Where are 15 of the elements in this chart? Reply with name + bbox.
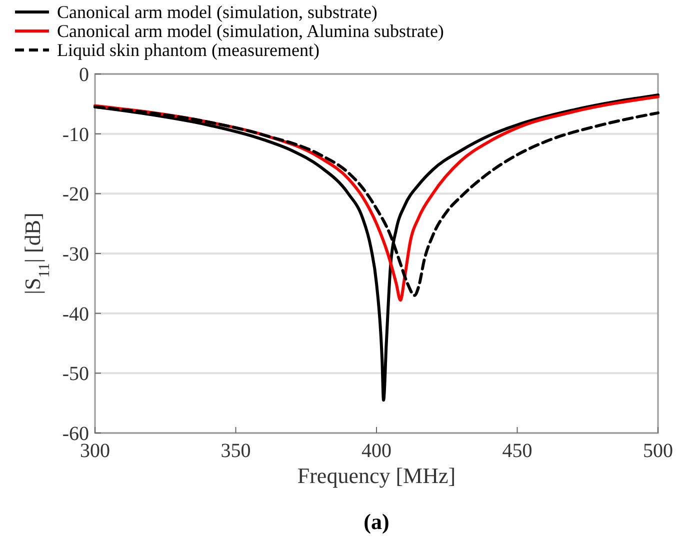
x-tick-label: 350: [220, 440, 251, 462]
y-tick-label: 0: [79, 64, 89, 86]
y-tick-label: -40: [62, 303, 89, 326]
x-axis-title: Frequency [MHz]: [297, 463, 456, 488]
x-tick-label: 500: [643, 440, 673, 462]
y-tick-label: -50: [62, 363, 89, 386]
legend-label: Canonical arm model (simulation, Alumina substrate): [57, 21, 444, 41]
legend-label: Canonical arm model (simulation, substrate): [57, 2, 378, 22]
y-tick-label: -10: [62, 124, 89, 146]
text: (a): [364, 509, 390, 534]
legend-label: Liquid skin phantom (measurement): [57, 40, 320, 60]
y-tick-label: -20: [62, 184, 89, 206]
x-tick-label: 400: [362, 440, 392, 462]
x-tick-label: 450: [502, 440, 532, 462]
y-tick-label: -30: [62, 244, 89, 266]
